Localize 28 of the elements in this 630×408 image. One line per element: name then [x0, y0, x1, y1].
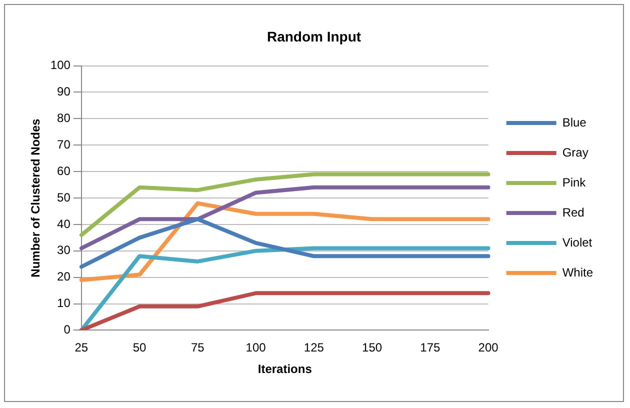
chart-title: Random Input	[266, 28, 362, 44]
x-axis-title: Iterations	[258, 362, 312, 376]
y-tick-label: 90	[57, 84, 71, 99]
y-tick-label: 100	[50, 58, 71, 72]
y-tick-label: 80	[57, 110, 71, 125]
x-tick-label: 75	[191, 340, 205, 355]
y-tick-label: 10	[57, 296, 71, 310]
x-tick-label: 150	[362, 340, 382, 355]
x-tick-label: 100	[246, 340, 266, 355]
y-tick-label: 0	[64, 322, 71, 337]
y-tick-label: 50	[57, 190, 71, 204]
y-tick-label: 70	[57, 137, 71, 152]
legend-label: White	[562, 265, 594, 280]
x-tick-label: 50	[132, 340, 147, 355]
x-tick-label: 25	[74, 340, 88, 355]
legend-label: Gray	[562, 145, 588, 160]
y-tick-label: 20	[57, 270, 71, 284]
x-tick-label: 175	[420, 340, 441, 355]
legend-label: Violet	[562, 235, 593, 250]
y-tick-label: 60	[57, 164, 71, 178]
x-tick-label: 125	[304, 340, 324, 355]
y-tick-label: 40	[57, 216, 71, 231]
y-tick-label: 30	[57, 243, 71, 258]
y-axis-title: Number of Clustered Nodes	[28, 118, 43, 278]
legend-label: Red	[562, 205, 584, 220]
legend-label: Pink	[562, 175, 587, 190]
legend-label: Blue	[562, 115, 587, 130]
x-tick-label: 200	[478, 340, 499, 355]
